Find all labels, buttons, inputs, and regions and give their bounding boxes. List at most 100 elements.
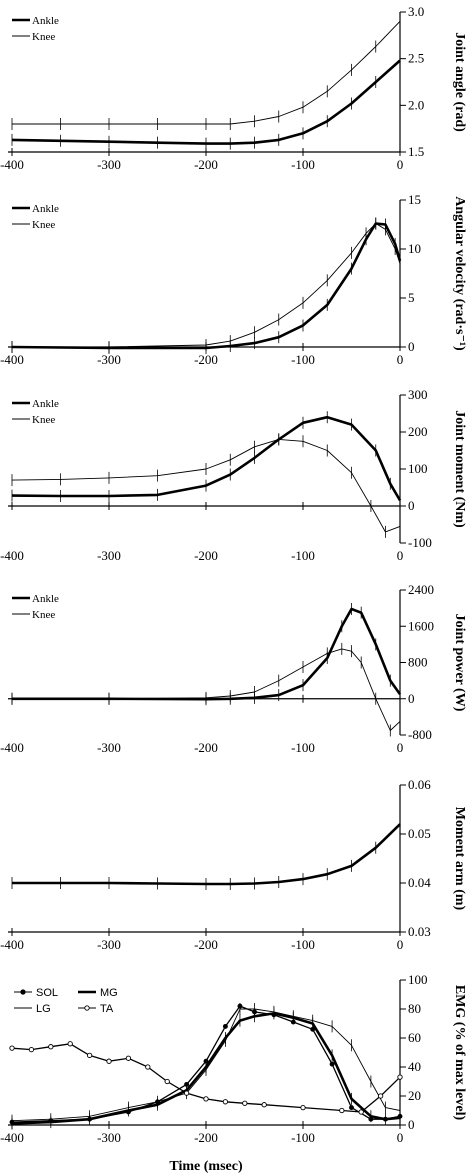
y-tick-label: 60 [408,1030,421,1045]
x-tick-label: 0 [397,548,404,563]
x-tick-label: -100 [291,937,315,952]
y-axis-label: Joint power (W) [452,614,467,712]
series-knee [11,433,401,538]
x-tick-label: -400 [0,352,24,367]
series-ankle [11,54,401,150]
chart-panel-3: -400 -300 -200 -100 0 -100 0 100 200 300 Joint mom… [0,387,467,563]
series-knee [11,217,401,353]
data-point-marker [329,1061,335,1067]
series-line [11,438,401,533]
y-tick-label: 0 [408,339,415,354]
legend-label: LG [36,1003,51,1015]
data-point-marker [203,1096,209,1102]
data-point-marker [164,1078,170,1085]
data-point-marker [397,1074,403,1080]
x-tick-label: -400 [0,157,24,172]
x-tick-label: -200 [194,548,218,563]
legend-label: Ankle [32,593,59,605]
y-tick-label: 0.06 [408,777,431,792]
x-tick-label: -300 [97,740,121,755]
data-point-marker [339,1107,345,1114]
series-line [11,59,401,145]
x-tick-label: -200 [194,1130,218,1145]
y-tick-label: 0 [408,498,415,513]
legend-marker [20,989,26,995]
legend-label: Knee [32,609,55,621]
data-point-marker [349,1105,354,1111]
chart-panel-4: -400 -300 -200 -100 0 -800 0 800 1600 2400 Joint p… [0,582,467,755]
data-point-marker [145,1064,151,1070]
data-point-marker [28,1046,35,1053]
data-point-marker [222,1099,229,1105]
data-point-marker [106,1058,112,1064]
series-line [12,223,401,348]
x-tick-label: -300 [97,352,121,367]
y-tick-label: -100 [408,535,432,550]
y-tick-label: 40 [408,1059,421,1074]
y-tick-label: 300 [408,387,428,402]
y-axis-label: Joint moment (Nm) [452,410,467,528]
y-tick-label: 10 [408,241,421,256]
data-point-marker [48,1044,54,1050]
chart-panel-6: -400 -300 -200 -100 00 20 40 60 80 100 EMG (% of m… [0,972,467,1174]
series-knee [11,15,401,130]
chart-panel-1: -400 -300 -200 -100 0 1.5 2.0 2.5 3.0 Joint angle… [0,4,467,172]
x-tick-label: -200 [194,352,218,367]
legend-label: Ankle [32,203,59,215]
legend: Ankle Knee [12,398,59,426]
legend-label: TA [100,1003,114,1015]
y-tick-label: 0 [408,691,415,706]
x-tick-label: 0 [397,740,404,755]
x-tick-label: 0 [397,1130,404,1145]
y-tick-label: 100 [408,461,428,476]
series-line [11,1008,401,1122]
y-tick-label: 0 [408,1117,415,1132]
x-tick-label: -300 [97,548,121,563]
y-tick-label: 1600 [408,618,434,633]
data-point-marker [222,1023,228,1029]
y-tick-label: 0.03 [408,924,431,939]
x-tick-label: -100 [291,352,315,367]
y-tick-label: 200 [408,424,428,439]
data-point-marker [9,1045,15,1051]
data-point-marker [183,1090,190,1096]
series-knee [11,642,401,737]
legend-marker [84,1005,90,1011]
y-tick-label: 1.5 [408,144,424,159]
y-axis-label: EMG (% of max level) [452,985,467,1121]
legend-label: Knee [32,31,55,43]
legend-label: MG [100,987,118,999]
legend: Ankle Knee [12,15,59,43]
x-tick-label: -300 [97,157,121,172]
y-tick-label: -800 [408,727,432,742]
series-line [11,415,402,502]
y-tick-label: 0.05 [408,826,431,841]
y-axis-label: Angular velocity (rad·s⁻¹) [452,196,467,351]
y-axis-label: Joint angle (rad) [452,32,467,132]
series-line [12,607,402,701]
y-tick-label: 5 [408,290,415,305]
legend-label: SOL [36,987,58,999]
data-point-marker [261,1102,267,1108]
x-tick-label: -100 [291,157,315,172]
x-tick-label: 0 [397,937,404,952]
data-point-marker [377,1093,384,1099]
x-axis-label: Time (msec) [169,1159,243,1174]
legend-label: Ankle [32,398,59,410]
x-tick-label: -300 [97,1130,121,1145]
x-tick-label: -200 [194,937,218,952]
y-tick-label: 15 [408,192,421,207]
x-tick-label: -100 [291,740,315,755]
legend: SOL MG LG TA [14,987,118,1015]
data-point-marker [125,1055,132,1061]
x-tick-label: -200 [194,740,218,755]
x-tick-label: -100 [291,1130,315,1145]
series-lg [11,1003,401,1127]
series-line [11,1012,401,1125]
x-tick-label: 0 [397,352,404,367]
data-point-marker [358,1109,364,1115]
chart-panel-2: -400 -300 -200 -100 00 5 10 15 Angular velocity … [0,192,467,367]
y-tick-label: 2.5 [408,51,424,66]
series-line [12,823,401,886]
series-ankle [11,217,402,354]
